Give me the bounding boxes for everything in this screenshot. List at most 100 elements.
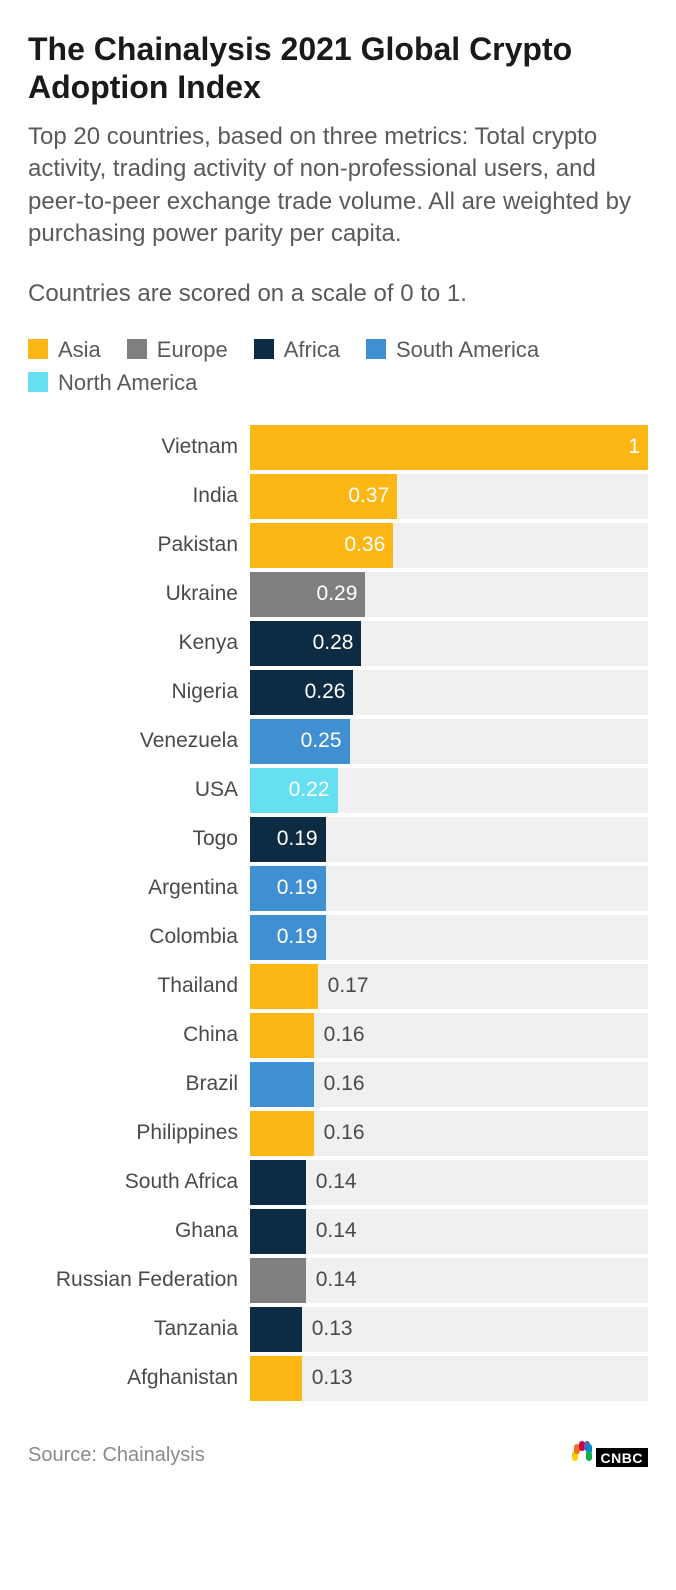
bar-track: 0.26 (250, 670, 648, 715)
legend-swatch (28, 372, 48, 392)
bar-value: 0.16 (324, 1072, 365, 1096)
bar-row: Tanzania0.13 (28, 1307, 648, 1352)
legend-label: North America (58, 366, 197, 399)
bar-fill: 0.16 (250, 1111, 314, 1156)
bar-fill: 0.19 (250, 817, 326, 862)
bar-track: 0.19 (250, 866, 648, 911)
bar-fill: 0.37 (250, 474, 397, 519)
cnbc-logo: CNBC (572, 1441, 648, 1467)
country-label: Colombia (28, 925, 250, 949)
bar-fill: 0.19 (250, 915, 326, 960)
bar-track: 0.13 (250, 1307, 648, 1352)
bar-value: 0.13 (312, 1317, 353, 1341)
bar-track: 0.17 (250, 964, 648, 1009)
legend-item: North America (28, 366, 197, 399)
bar-track: 0.25 (250, 719, 648, 764)
bar-value: 0.14 (316, 1268, 357, 1292)
bar-value: 0.17 (328, 974, 369, 998)
bar-value: 0.16 (324, 1023, 365, 1047)
country-label: China (28, 1023, 250, 1047)
bar-row: Ukraine0.29 (28, 572, 648, 617)
bar-track: 0.19 (250, 817, 648, 862)
bar-row: Vietnam1 (28, 425, 648, 470)
bar-value: 0.13 (312, 1366, 353, 1390)
bar-track: 0.13 (250, 1356, 648, 1401)
logo-text: CNBC (596, 1448, 648, 1467)
legend-label: Africa (284, 333, 340, 366)
country-label: Tanzania (28, 1317, 250, 1341)
country-label: India (28, 484, 250, 508)
bar-track: 0.37 (250, 474, 648, 519)
country-label: Venezuela (28, 729, 250, 753)
bar-fill: 0.13 (250, 1307, 302, 1352)
bar-row: Brazil0.16 (28, 1062, 648, 1107)
bar-fill: 0.16 (250, 1013, 314, 1058)
bar-value: 0.29 (317, 582, 358, 606)
country-label: Vietnam (28, 435, 250, 459)
country-label: Russian Federation (28, 1268, 250, 1292)
bar-track: 0.36 (250, 523, 648, 568)
legend-swatch (28, 339, 48, 359)
source-text: Source: Chainalysis (28, 1444, 205, 1467)
legend-label: Europe (157, 333, 228, 366)
chart-title: The Chainalysis 2021 Global Crypto Adopt… (28, 30, 648, 107)
bar-value: 0.19 (277, 827, 318, 851)
bar-track: 0.16 (250, 1013, 648, 1058)
country-label: Togo (28, 827, 250, 851)
bar-row: Argentina 0.19 (28, 866, 648, 911)
country-label: Pakistan (28, 533, 250, 557)
bar-row: Togo 0.19 (28, 817, 648, 862)
bar-value: 0.22 (289, 778, 330, 802)
bar-row: South Africa0.14 (28, 1160, 648, 1205)
country-label: Kenya (28, 631, 250, 655)
bar-track: 0.19 (250, 915, 648, 960)
country-label: South Africa (28, 1170, 250, 1194)
bar-row: Ghana0.14 (28, 1209, 648, 1254)
bar-track: 0.16 (250, 1111, 648, 1156)
bar-fill: 0.14 (250, 1209, 306, 1254)
bar-value: 0.19 (277, 925, 318, 949)
legend-swatch (254, 339, 274, 359)
legend-item: Africa (254, 333, 340, 366)
bar-row: Thailand0.17 (28, 964, 648, 1009)
bar-track: 0.14 (250, 1160, 648, 1205)
bar-row: Venezuela0.25 (28, 719, 648, 764)
bar-value: 0.19 (277, 876, 318, 900)
bar-value: 0.16 (324, 1121, 365, 1145)
bar-chart: Vietnam1India0.37Pakistan0.36Ukraine0.29… (28, 425, 648, 1401)
bar-row: Colombia 0.19 (28, 915, 648, 960)
country-label: Ghana (28, 1219, 250, 1243)
bar-fill: 0.17 (250, 964, 318, 1009)
country-label: Philippines (28, 1121, 250, 1145)
bar-row: Philippines0.16 (28, 1111, 648, 1156)
bar-track: 0.14 (250, 1209, 648, 1254)
bar-value: 0.14 (316, 1170, 357, 1194)
bar-fill: 0.29 (250, 572, 365, 617)
bar-track: 0.22 (250, 768, 648, 813)
bar-row: Nigeria 0.26 (28, 670, 648, 715)
bar-row: Afghanistan0.13 (28, 1356, 648, 1401)
country-label: Nigeria (28, 680, 250, 704)
bar-fill: 0.16 (250, 1062, 314, 1107)
bar-value: 0.37 (348, 484, 389, 508)
bar-fill: 0.14 (250, 1258, 306, 1303)
legend-label: South America (396, 333, 539, 366)
bar-fill: 0.36 (250, 523, 393, 568)
bar-row: Russian Federation0.14 (28, 1258, 648, 1303)
bar-fill: 1 (250, 425, 648, 470)
bar-track: 0.28 (250, 621, 648, 666)
bar-value: 0.26 (305, 680, 346, 704)
bar-value: 0.36 (344, 533, 385, 557)
bar-track: 1 (250, 425, 648, 470)
legend-item: Europe (127, 333, 228, 366)
bar-fill: 0.13 (250, 1356, 302, 1401)
peacock-icon (572, 1441, 592, 1467)
legend-item: South America (366, 333, 539, 366)
bar-value: 0.28 (313, 631, 354, 655)
country-label: Brazil (28, 1072, 250, 1096)
bar-row: China0.16 (28, 1013, 648, 1058)
bar-fill: 0.14 (250, 1160, 306, 1205)
chart-legend: AsiaEuropeAfricaSouth AmericaNorth Ameri… (28, 333, 648, 399)
country-label: Argentina (28, 876, 250, 900)
bar-track: 0.14 (250, 1258, 648, 1303)
